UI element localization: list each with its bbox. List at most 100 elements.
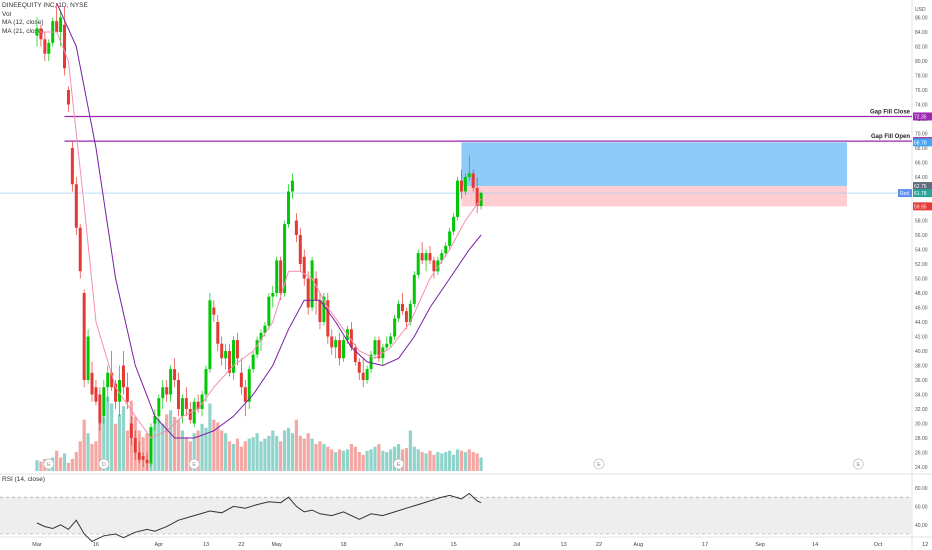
candle-body: [467, 173, 471, 177]
y-tick-label: 66.00: [915, 161, 928, 167]
candle-body: [393, 318, 397, 337]
volume-bar: [212, 419, 216, 471]
volume-bar: [451, 454, 456, 471]
volume-bar: [448, 450, 452, 471]
candle-body: [400, 303, 404, 312]
candle-body: [440, 253, 444, 261]
volume-bar: [306, 433, 310, 471]
candle-body: [82, 293, 86, 380]
candle-body: [428, 253, 432, 261]
x-tick-label: Jun: [394, 542, 403, 548]
rsi-line: [36, 492, 482, 542]
volume-bar: [436, 452, 440, 471]
candle-body: [161, 387, 165, 399]
candle-body: [129, 423, 133, 438]
volume-bar: [459, 450, 464, 471]
candle-body: [365, 369, 369, 380]
volume-bar: [353, 446, 357, 471]
candle-body: [385, 343, 389, 348]
candle-body: [306, 278, 310, 308]
candle-body: [157, 398, 161, 417]
candle-body: [220, 343, 224, 359]
volume-bar: [424, 453, 428, 471]
candle-body: [290, 180, 294, 192]
candle-body: [141, 456, 145, 460]
candle-body: [78, 227, 82, 272]
x-tick-label: Aug: [633, 542, 643, 548]
target-tag: [913, 138, 932, 147]
volume-bar: [475, 453, 479, 471]
volume-bar: [322, 444, 326, 471]
candle-body: [153, 416, 157, 424]
y-tick-label: 74.00: [915, 103, 928, 109]
x-tick-label: 22: [596, 542, 602, 548]
volume-bar: [381, 450, 385, 471]
candle-body: [267, 296, 271, 326]
volume-bar: [208, 403, 212, 471]
volume-bar: [66, 462, 71, 471]
candle-body: [389, 336, 393, 344]
candle-body: [349, 329, 353, 348]
candle-body: [251, 354, 255, 370]
y-tick-label: 38.00: [915, 364, 928, 370]
candle-body: [342, 340, 346, 359]
candle-body: [322, 296, 326, 322]
volume-bar: [286, 427, 291, 471]
volume-bar: [200, 423, 204, 471]
volume-bar: [428, 450, 432, 471]
candle-body: [228, 351, 232, 373]
gap-label: Gap Fill Close: [870, 109, 911, 115]
x-tick-label: 13: [203, 542, 209, 548]
volume-bar: [55, 450, 59, 471]
volume-bar: [157, 419, 161, 471]
y-tick-label: 82.00: [915, 45, 928, 51]
candle-body: [110, 372, 114, 388]
candle-body: [94, 387, 98, 402]
volume-bar: [121, 406, 126, 471]
candle-body: [357, 361, 361, 373]
entry-tag-text: 62.75: [914, 184, 927, 190]
candle-body: [196, 401, 200, 409]
candle-body: [475, 187, 479, 206]
volume-bar: [184, 437, 188, 471]
volume-bar: [326, 446, 330, 471]
y-tick-label: 44.00: [915, 320, 928, 326]
legend-ma21[interactable]: MA (21, close): [2, 27, 44, 35]
legend-symbol[interactable]: DINEEQUITY INC, 1D, NYSE: [2, 2, 88, 9]
gap-close-tag-text: 72.35: [914, 114, 927, 120]
legend-ma12[interactable]: MA (12, close): [2, 19, 44, 26]
stop-tag: [913, 202, 932, 211]
candle-body: [43, 39, 47, 54]
volume-bar: [227, 441, 232, 471]
rsi-legend[interactable]: RSI (14, close): [2, 476, 45, 483]
candle-body: [255, 340, 259, 355]
volume-bar: [153, 417, 157, 471]
volume-bar: [408, 430, 412, 471]
volume-bar: [338, 449, 342, 471]
volume-bar: [271, 430, 275, 471]
volume-bar: [117, 414, 122, 471]
y-tick-label: 54.00: [915, 248, 928, 254]
earnings-marker-label: D: [102, 462, 106, 468]
volume-bar: [70, 458, 74, 471]
x-tick-label: Sep: [755, 542, 765, 548]
x-tick-label: Oct: [874, 542, 883, 548]
volume-bar: [86, 433, 90, 471]
candle-body: [173, 369, 177, 380]
volume-bar: [145, 433, 149, 471]
stop-zone: [461, 186, 847, 207]
candle-body: [294, 220, 298, 235]
candle-body: [118, 380, 122, 402]
volume-bar: [165, 414, 169, 471]
volume-bar: [216, 422, 220, 471]
earnings-marker-label: E: [857, 462, 861, 468]
volume-bar: [400, 449, 405, 471]
earnings-marker: [98, 458, 110, 470]
candle-body: [432, 260, 436, 272]
candle-body: [184, 398, 188, 409]
volume-bar: [420, 452, 424, 471]
legend-vol[interactable]: Vol: [2, 10, 12, 18]
y-tick-label: 28.00: [915, 436, 928, 442]
volume-bar: [251, 437, 255, 471]
